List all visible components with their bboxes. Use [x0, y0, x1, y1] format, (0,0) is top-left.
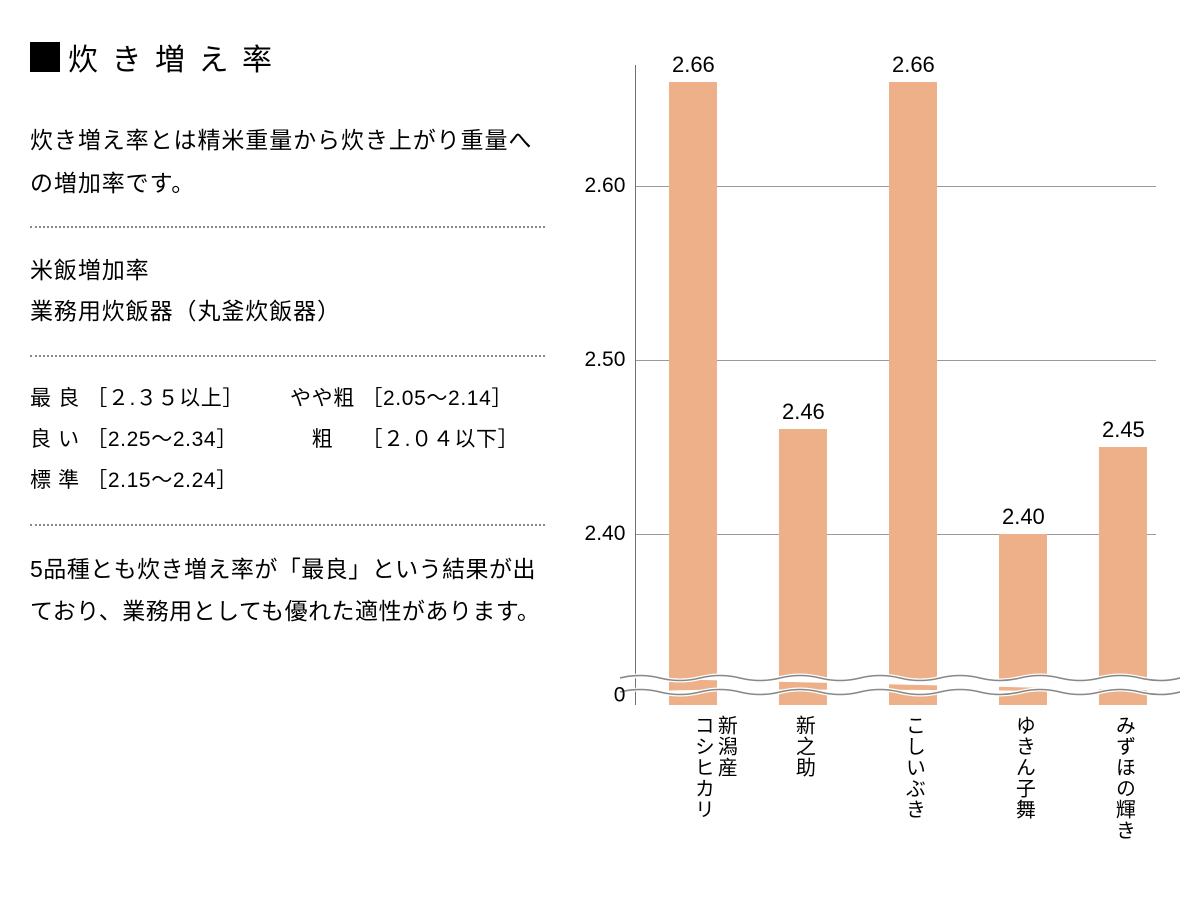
criteria-cell: 標 準 ［2.15〜2.24］ [30, 461, 290, 502]
x-category-label: 新之助 [791, 715, 814, 778]
criteria-cell: やや粗 ［2.05〜2.14］ [290, 379, 513, 420]
chart-panel: 2.402.502.602.662.462.662.402.45 0新潟産コシヒ… [565, 35, 1170, 880]
description: 炊き増え率とは精米重量から炊き上がり重量への増加率です。 [30, 119, 545, 204]
criteria-cell: 良 い ［2.25〜2.34］ [30, 420, 290, 461]
subhead: 米飯増加率 業務用炊飯器（丸釜炊飯器） [30, 250, 545, 333]
bar-chart: 2.402.502.602.662.462.662.402.45 0新潟産コシヒ… [565, 35, 1175, 865]
y-zero-label: 0 [565, 683, 625, 707]
square-bullet-icon [30, 42, 60, 72]
x-category-label: ゆきん子舞 [1011, 715, 1034, 820]
y-tick-label: 2.40 [565, 522, 625, 546]
text-panel: 炊き増え率 炊き増え率とは精米重量から炊き上がり重量への増加率です。 米飯増加率… [30, 35, 565, 880]
subhead-line: 米飯増加率 [30, 250, 545, 291]
title-text: 炊き増え率 [68, 35, 286, 79]
y-tick-label: 2.60 [565, 174, 625, 198]
subhead-line: 業務用炊飯器（丸釜炊飯器） [30, 291, 545, 332]
separator [30, 226, 545, 228]
section-title: 炊き増え率 [30, 35, 545, 79]
y-tick-label: 2.50 [565, 348, 625, 372]
conclusion: 5品種とも炊き増え率が「最良」という結果が出ており、業務用としても優れた適性があ… [30, 548, 545, 633]
criteria-cell: 粗 ［２.０４以下］ [290, 420, 519, 461]
separator [30, 355, 545, 357]
separator [30, 524, 545, 526]
x-category-label: こしいぶき [901, 715, 924, 820]
x-category-label: みずほの輝き [1111, 715, 1134, 841]
criteria-block: 最 良 ［２.３５以上］ やや粗 ［2.05〜2.14］ 良 い ［2.25〜2… [30, 379, 545, 502]
x-category-label: 新潟産コシヒカリ [690, 715, 736, 820]
criteria-cell: 最 良 ［２.３５以上］ [30, 379, 290, 420]
